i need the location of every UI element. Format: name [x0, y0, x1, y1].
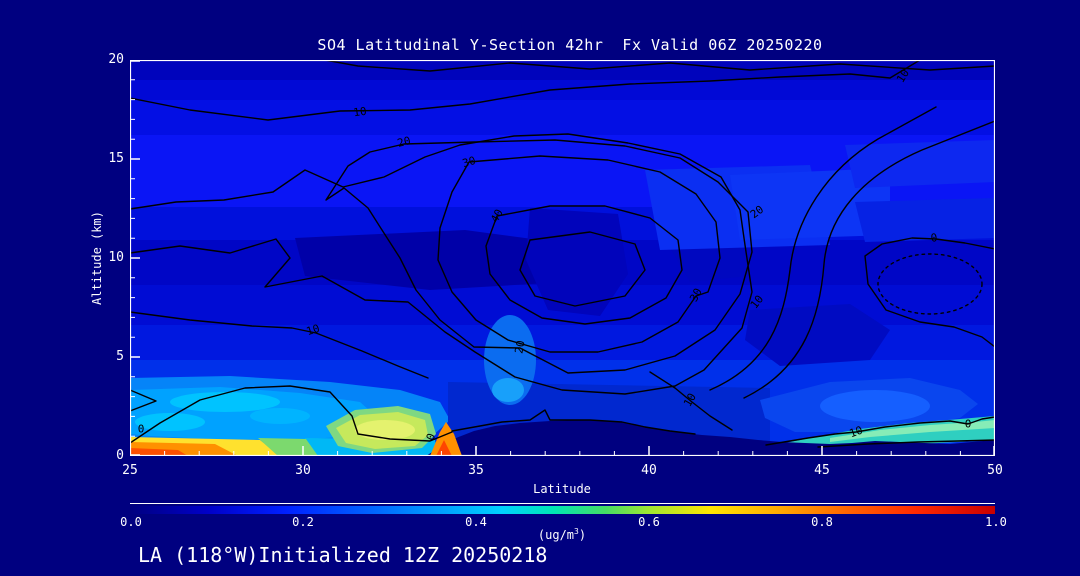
- x-tick-label: 30: [295, 463, 311, 478]
- filled-contours: [130, 60, 995, 456]
- colorbar-tick-label: 0.2: [292, 515, 314, 529]
- y-tick-label: 0: [116, 448, 124, 463]
- contour-label: 0: [964, 417, 972, 431]
- y-tick-label: 5: [116, 349, 124, 364]
- contour-label: 20: [512, 339, 528, 355]
- contour-label: 0: [137, 422, 145, 436]
- contour-label: 0: [929, 231, 939, 245]
- plot-canvas: [130, 60, 995, 456]
- colorbar-units: (ug/m3): [538, 527, 586, 542]
- chart-title: SO4 Latitudinal Y-Section 42hr Fx Valid …: [317, 36, 823, 54]
- colorbar-tick-label: 1.0: [985, 515, 1007, 529]
- colorbar-tick-label: 0.4: [465, 515, 487, 529]
- contour-label: 10: [352, 104, 368, 120]
- contour-label: 30: [460, 153, 478, 171]
- line-contours: [130, 60, 995, 448]
- unit-superscript: 3: [574, 527, 579, 536]
- colorbar-tick-label: 0.0: [120, 515, 142, 529]
- colorbar-tick-label: 0.6: [638, 515, 660, 529]
- initialization-label: LA (118°W)Initialized 12Z 20250218: [138, 543, 548, 567]
- x-tick-label: 40: [641, 463, 657, 478]
- x-tick-label: 45: [814, 463, 830, 478]
- y-tick-label: 10: [108, 250, 124, 265]
- unit-suffix: ): [578, 528, 587, 542]
- y-tick-label: 15: [108, 151, 124, 166]
- colorbar-gradient: [130, 506, 995, 514]
- contour-label: 20: [395, 134, 413, 150]
- x-tick-label: 50: [987, 463, 1003, 478]
- plot-frame: [130, 60, 995, 456]
- colorbar-top-line: [130, 503, 995, 504]
- x-axis-label: Latitude: [533, 482, 591, 496]
- y-tick-label: 20: [108, 52, 124, 67]
- unit-prefix: (ug/m: [537, 528, 575, 542]
- x-tick-label: 25: [122, 463, 138, 478]
- terrain: [426, 420, 995, 456]
- x-tick-label: 35: [468, 463, 484, 478]
- colorbar-tick-label: 0.8: [811, 515, 833, 529]
